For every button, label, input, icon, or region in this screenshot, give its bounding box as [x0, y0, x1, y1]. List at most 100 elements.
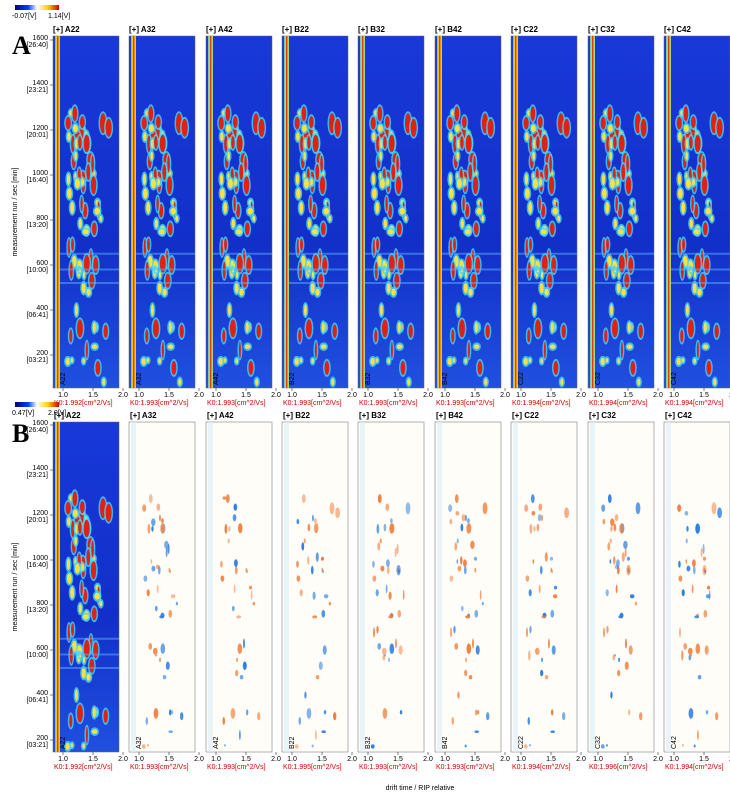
peak [309, 196, 312, 212]
difference-mark [461, 514, 466, 522]
peak [544, 288, 549, 296]
peak [71, 623, 74, 636]
peak [388, 254, 395, 273]
heatmap [587, 421, 655, 753]
difference-mark [148, 643, 153, 650]
peak [377, 124, 383, 133]
peak [396, 155, 399, 173]
k0-label: K0:1.993[cm^2/Vs] [130, 400, 189, 407]
peak [78, 521, 82, 534]
peak [694, 254, 701, 273]
peak [375, 201, 380, 214]
difference-mark [148, 494, 153, 504]
peak [70, 201, 75, 214]
peak [231, 136, 235, 149]
peak [387, 358, 390, 364]
difference-mark [677, 504, 682, 512]
band [136, 268, 195, 271]
peak [391, 164, 396, 181]
difference-mark [312, 591, 316, 600]
difference-mark [307, 523, 311, 532]
peak [680, 329, 684, 343]
peak [616, 282, 621, 294]
peak [234, 282, 239, 294]
difference-mark [386, 565, 390, 575]
peak [175, 215, 179, 222]
peak [310, 282, 315, 294]
peak [147, 238, 150, 251]
x-tick-label: 1.0 [134, 756, 144, 763]
peak [693, 358, 696, 364]
difference-mark [377, 542, 381, 551]
subplot-title: [+] C32 [588, 25, 615, 34]
k0-label: K0:1.994[cm^2/Vs] [665, 764, 724, 771]
peak [630, 360, 636, 375]
difference-mark [540, 669, 544, 677]
x-tick-label: 1.0 [440, 756, 450, 763]
peak [236, 134, 243, 153]
difference-mark [154, 605, 158, 612]
y-tick-label: 1000 [32, 555, 48, 562]
peak [332, 324, 337, 338]
difference-mark [373, 627, 375, 638]
peak [606, 135, 610, 153]
peak [640, 118, 647, 137]
peak [154, 136, 158, 149]
peak [91, 344, 98, 349]
difference-mark [335, 507, 340, 519]
peak [456, 151, 460, 161]
peak [103, 324, 108, 338]
peak [449, 132, 453, 141]
difference-mark [456, 559, 459, 564]
difference-mark [679, 627, 681, 638]
difference-mark [375, 589, 379, 597]
difference-mark [547, 638, 550, 649]
peak [99, 215, 103, 222]
peak [99, 600, 103, 607]
heatmap [205, 35, 273, 389]
peak [638, 324, 643, 338]
difference-mark [678, 560, 681, 568]
peak [524, 173, 529, 186]
difference-mark [681, 589, 685, 597]
band [671, 252, 730, 255]
x-tick-label: 2.0 [500, 756, 510, 763]
y-tick-label: 1000 [32, 170, 48, 177]
peak [147, 135, 151, 153]
subplot-title: [+] C22 [511, 25, 538, 34]
difference-mark [610, 691, 613, 699]
difference-mark [397, 609, 402, 618]
band [213, 252, 272, 255]
difference-mark [384, 654, 386, 657]
peak [557, 215, 561, 222]
peak [474, 322, 478, 333]
peak [678, 188, 683, 199]
peak [79, 116, 85, 129]
peak [621, 288, 626, 296]
subplot-title: [+] B22 [282, 25, 309, 34]
difference-mark [618, 657, 620, 663]
peak [239, 164, 244, 181]
peak [626, 155, 629, 173]
difference-mark [564, 507, 569, 519]
peak [243, 176, 250, 195]
peak [372, 188, 377, 199]
peak [67, 239, 71, 256]
peak [681, 201, 686, 214]
difference-mark [179, 712, 184, 721]
peak [541, 254, 548, 273]
peak [447, 357, 453, 366]
peak [563, 118, 570, 137]
peak [320, 344, 327, 349]
peak [296, 188, 301, 199]
peak [714, 324, 719, 338]
difference-mark [621, 552, 625, 562]
peak [150, 178, 156, 189]
peak [247, 207, 253, 215]
peak [242, 273, 248, 288]
x-tick-label: 2.0 [271, 756, 281, 763]
difference-mark [552, 594, 558, 599]
difference-mark [303, 538, 306, 544]
peak [148, 106, 154, 122]
band [60, 268, 119, 271]
